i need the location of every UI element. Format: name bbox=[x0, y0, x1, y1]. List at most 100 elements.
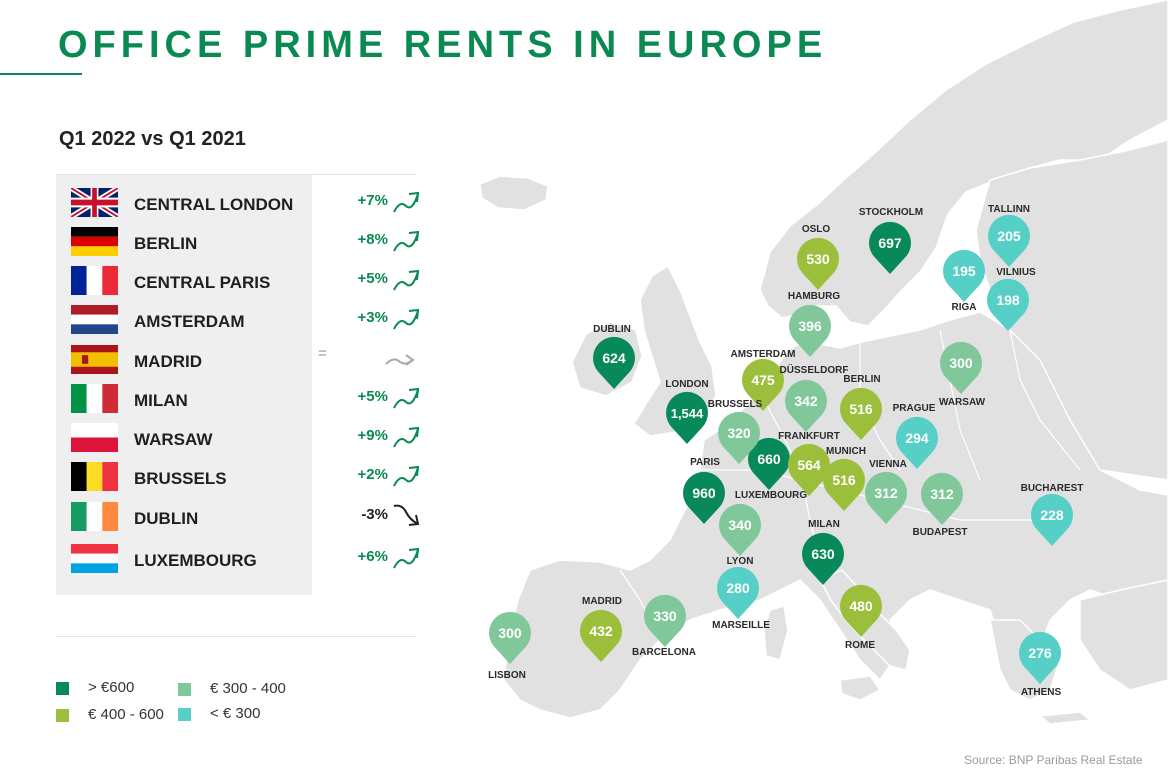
trend-up-icon bbox=[393, 426, 420, 448]
rent-value: 294 bbox=[905, 430, 929, 446]
rent-marker-paris: 960 PARIS bbox=[683, 457, 726, 524]
source-note: Source: BNP Paribas Real Estate bbox=[964, 753, 1143, 767]
map-pin-icon bbox=[988, 214, 1030, 267]
rent-value: 516 bbox=[849, 401, 873, 417]
change-row-brussels: BRUSSELS +2% bbox=[56, 460, 426, 496]
map-pin-icon bbox=[896, 416, 939, 469]
map-pin-icon bbox=[840, 387, 882, 440]
belgium-flag-icon bbox=[71, 462, 118, 491]
rent-marker-london: 1,544 LONDON bbox=[665, 379, 709, 444]
italy-flag-icon bbox=[71, 384, 118, 413]
rent-value: 1,544 bbox=[671, 406, 704, 421]
rent-value: 280 bbox=[726, 580, 750, 596]
city-label: PARIS bbox=[690, 457, 720, 468]
change-percent: +2% bbox=[357, 466, 388, 483]
rent-marker-vienna: 312 VIENNA bbox=[865, 459, 907, 524]
city-name: BERLIN bbox=[134, 234, 198, 253]
map-pin-icon bbox=[940, 341, 982, 394]
legend-swatch bbox=[178, 683, 191, 696]
map-pin-icon bbox=[580, 609, 623, 662]
map-pin-icon bbox=[840, 584, 882, 637]
city-label: LONDON bbox=[665, 379, 708, 390]
trend-up-icon bbox=[393, 465, 420, 487]
rent-value: 630 bbox=[811, 546, 835, 562]
rent-value: 960 bbox=[692, 485, 716, 501]
comparison-period-heading: Q1 2022 vs Q1 2021 bbox=[59, 128, 246, 150]
legend-swatch bbox=[178, 708, 191, 721]
map-pin-icon bbox=[719, 503, 761, 556]
rent-value: 300 bbox=[498, 625, 522, 641]
city-name: WARSAW bbox=[134, 430, 213, 449]
spain-flag-icon bbox=[71, 345, 118, 374]
trend-up-icon bbox=[393, 387, 420, 409]
city-label: BRUSSELS bbox=[708, 399, 763, 410]
rent-value: 530 bbox=[806, 251, 830, 267]
legend-label: € 400 - 600 bbox=[88, 706, 164, 723]
rent-marker-marseille: 280 MARSEILLE bbox=[712, 566, 770, 631]
change-row-central-london: CENTRAL LONDON +7% bbox=[56, 186, 426, 222]
rent-marker-bucharest: 228 BUCHAREST bbox=[1021, 483, 1084, 546]
city-name: CENTRAL PARIS bbox=[134, 273, 271, 292]
rent-marker-hamburg: 396 HAMBURG bbox=[788, 291, 840, 357]
map-pin-icon bbox=[986, 278, 1029, 331]
trend-up-icon bbox=[393, 547, 420, 569]
rent-marker-d-sseldorf: 342 DÜSSELDORF bbox=[780, 363, 848, 432]
change-percent: +7% bbox=[357, 192, 388, 209]
map-pin-icon bbox=[683, 471, 726, 524]
rent-value: 480 bbox=[849, 598, 873, 614]
city-label: MARSEILLE bbox=[712, 620, 770, 631]
rent-marker-rome: 480 ROME bbox=[840, 584, 882, 651]
map-pin-icon bbox=[742, 358, 784, 411]
legend-swatch bbox=[56, 682, 69, 695]
change-percent: +6% bbox=[357, 548, 388, 565]
legend-label: < € 300 bbox=[210, 705, 261, 722]
city-name: MILAN bbox=[134, 391, 188, 410]
trend-up-icon bbox=[393, 230, 420, 252]
change-row-amsterdam: AMSTERDAM +3% bbox=[56, 303, 426, 339]
trend-up-icon bbox=[393, 269, 420, 291]
panel-top-divider bbox=[56, 174, 416, 175]
legend-swatch bbox=[56, 709, 69, 722]
map-pin-icon bbox=[802, 532, 844, 585]
rent-marker-barcelona: 330 BARCELONA bbox=[632, 594, 696, 658]
rent-value: 195 bbox=[952, 263, 976, 279]
city-label: RIGA bbox=[952, 302, 977, 313]
city-name: MADRID bbox=[134, 352, 202, 371]
rent-value: 396 bbox=[798, 318, 822, 334]
change-row-central-paris: CENTRAL PARIS +5% bbox=[56, 264, 426, 300]
city-label: BUDAPEST bbox=[912, 527, 967, 538]
rent-marker-stockholm: 697 STOCKHOLM bbox=[859, 207, 923, 274]
title-underline bbox=[0, 73, 82, 75]
change-percent: = bbox=[318, 345, 327, 362]
rent-marker-dublin: 624 DUBLIN bbox=[593, 324, 635, 389]
legend-label: € 300 - 400 bbox=[210, 680, 286, 697]
rent-marker-madrid: 432 MADRID bbox=[580, 596, 623, 662]
rent-value: 320 bbox=[727, 425, 751, 441]
map-pin-icon bbox=[920, 472, 963, 525]
change-row-dublin: DUBLIN -3% bbox=[56, 500, 426, 536]
map-pin-icon bbox=[717, 411, 760, 464]
city-label: LYON bbox=[727, 556, 754, 567]
city-label: AMSTERDAM bbox=[731, 349, 796, 360]
rent-marker-budapest: 312 BUDAPEST bbox=[912, 472, 968, 538]
map-pin-icon bbox=[593, 336, 635, 389]
change-percent: -3% bbox=[361, 506, 388, 523]
city-label: BUCHAREST bbox=[1021, 483, 1084, 494]
rent-value: 205 bbox=[997, 228, 1021, 244]
map-pin-icon bbox=[1031, 493, 1073, 546]
france-flag-icon bbox=[71, 266, 118, 295]
change-percent: +3% bbox=[357, 309, 388, 326]
city-label: VILNIUS bbox=[996, 267, 1036, 278]
rent-value: 475 bbox=[751, 372, 775, 388]
map-pin-icon bbox=[789, 304, 831, 357]
rent-marker-lisbon: 300 LISBON bbox=[488, 611, 531, 681]
change-percent: +9% bbox=[357, 427, 388, 444]
city-name: CENTRAL LONDON bbox=[134, 195, 294, 214]
trend-flat-icon bbox=[385, 354, 415, 366]
rent-marker-munich: 516 MUNICH bbox=[823, 446, 866, 511]
map-pin-icon bbox=[942, 249, 986, 302]
rent-value: 198 bbox=[996, 292, 1020, 308]
rent-marker-warsaw: 300 WARSAW bbox=[939, 341, 986, 408]
change-percent: +5% bbox=[357, 270, 388, 287]
city-name: AMSTERDAM bbox=[134, 312, 245, 331]
